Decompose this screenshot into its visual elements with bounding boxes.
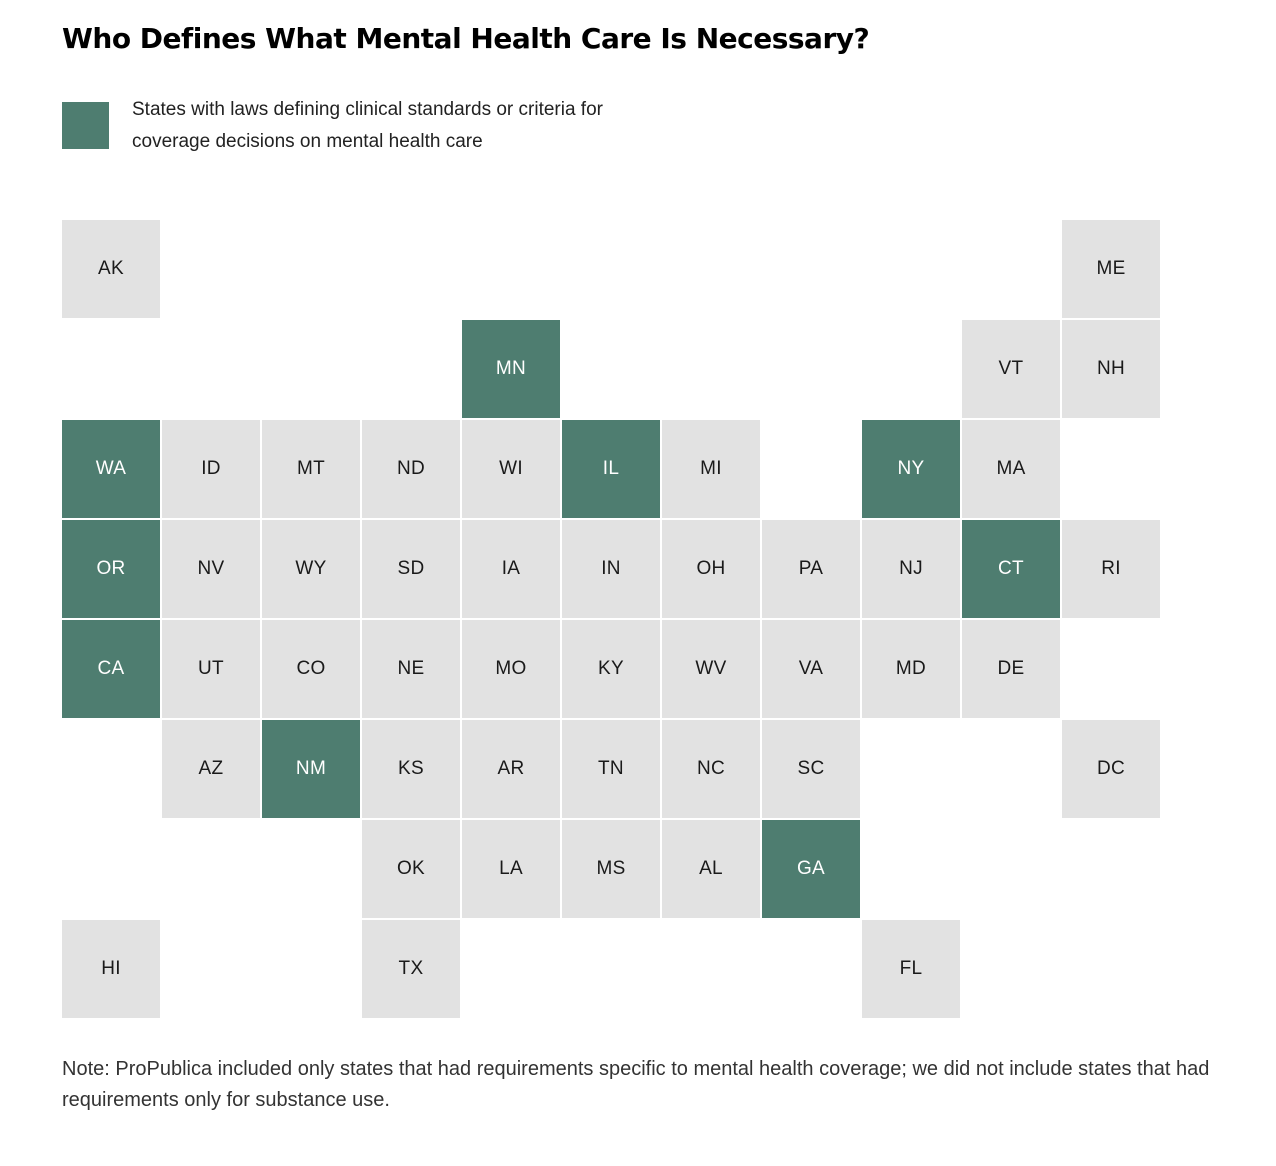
state-tile-ar: AR (462, 720, 560, 818)
footnote: Note: ProPublica included only states th… (62, 1058, 1210, 1111)
state-tile-tx: TX (362, 920, 460, 1018)
legend-label: States with laws defining clinical stand… (132, 99, 603, 152)
state-tile-nv: NV (162, 520, 260, 618)
state-tile-ok: OK (362, 820, 460, 918)
state-tile-nh: NH (1062, 320, 1160, 418)
state-tile-mt: MT (262, 420, 360, 518)
state-tile-nd: ND (362, 420, 460, 518)
state-tile-vt: VT (962, 320, 1060, 418)
state-tile-nj: NJ (862, 520, 960, 618)
state-tile-ma: MA (962, 420, 1060, 518)
state-tile-or: OR (62, 520, 160, 618)
state-tile-il: IL (562, 420, 660, 518)
state-tile-de: DE (962, 620, 1060, 718)
state-tile-az: AZ (162, 720, 260, 818)
state-tile-la: LA (462, 820, 560, 918)
state-tile-wi: WI (462, 420, 560, 518)
state-tile-wa: WA (62, 420, 160, 518)
state-tile-hi: HI (62, 920, 160, 1018)
state-tile-wv: WV (662, 620, 760, 718)
state-tile-me: ME (1062, 220, 1160, 318)
state-tile-nc: NC (662, 720, 760, 818)
state-tile-dc: DC (1062, 720, 1160, 818)
state-tile-md: MD (862, 620, 960, 718)
state-tile-ut: UT (162, 620, 260, 718)
state-tile-pa: PA (762, 520, 860, 618)
state-tile-sc: SC (762, 720, 860, 818)
state-tile-mi: MI (662, 420, 760, 518)
state-tile-ny: NY (862, 420, 960, 518)
state-tile-nm: NM (262, 720, 360, 818)
state-tile-fl: FL (862, 920, 960, 1018)
state-tile-ia: IA (462, 520, 560, 618)
state-tile-co: CO (262, 620, 360, 718)
state-tile-oh: OH (662, 520, 760, 618)
state-tile-mo: MO (462, 620, 560, 718)
state-tile-ks: KS (362, 720, 460, 818)
state-tile-ca: CA (62, 620, 160, 718)
state-tile-ga: GA (762, 820, 860, 918)
state-tile-mn: MN (462, 320, 560, 418)
state-tile-ky: KY (562, 620, 660, 718)
state-tile-ct: CT (962, 520, 1060, 618)
state-tile-in: IN (562, 520, 660, 618)
legend-swatch (62, 102, 109, 149)
state-tile-ri: RI (1062, 520, 1160, 618)
state-tile-ak: AK (62, 220, 160, 318)
state-tile-sd: SD (362, 520, 460, 618)
state-tile-ne: NE (362, 620, 460, 718)
state-tile-al: AL (662, 820, 760, 918)
state-tile-va: VA (762, 620, 860, 718)
state-tile-tn: TN (562, 720, 660, 818)
legend: States with laws defining clinical stand… (62, 94, 682, 158)
chart-title: Who Defines What Mental Health Care Is N… (62, 22, 870, 55)
state-tile-ms: MS (562, 820, 660, 918)
state-tile-id: ID (162, 420, 260, 518)
state-tile-wy: WY (262, 520, 360, 618)
